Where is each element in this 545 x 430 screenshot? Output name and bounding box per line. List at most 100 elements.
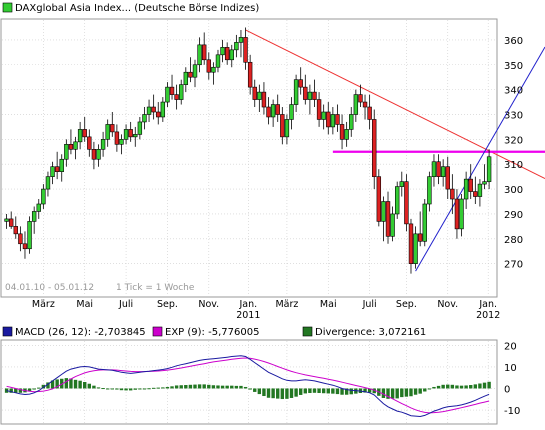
macd-line [6,355,490,418]
divergence-bar [151,387,156,389]
divergence-bar [257,388,262,395]
candle-body [482,181,487,185]
divergence-bar [331,388,335,394]
price-x-tick-label: März [32,299,55,310]
price-x-tick-label: Juli [118,299,133,310]
divergence-bar [280,388,285,400]
divergence-bar [96,387,101,389]
legend-swatch [2,2,13,13]
divergence-bar [73,379,78,389]
exp-value: -5,776005 [208,327,259,338]
candle-body [96,148,101,160]
divergence-bar [276,388,280,399]
divergence-bar [138,388,142,390]
candle-body [399,181,404,187]
macd-lines [6,355,490,418]
price-x-tick-label: Sep. [396,299,417,310]
divergence-bar [372,388,376,394]
divergence-bar [266,388,271,398]
divergence-bar [294,388,298,397]
candle-body [165,86,170,103]
candle-body [8,218,14,227]
divergence-bar [119,388,124,391]
divergence-bar [188,384,193,389]
candle-body [50,166,55,177]
candle-body [339,124,345,140]
divergence-bar [174,385,179,389]
macd-value: -2,703845 [94,327,145,338]
candle-body [36,203,41,212]
macd-y-axis: -10 0 10 20 [504,341,520,417]
divergence-bar [363,388,367,393]
candle-body [349,114,354,130]
divergence-bar [482,382,487,389]
candle-body [243,37,248,63]
divergence-bar [184,385,188,389]
divergence-bar [427,388,432,390]
divergence-bar [459,385,464,389]
divergence-bar [317,388,321,394]
divergence-bar [469,385,473,389]
candle-body [13,226,18,235]
divergence-bar [156,387,160,389]
divergence-bar [289,388,294,398]
candle-body [54,166,60,172]
candle-body [422,203,427,242]
divergence-bar [197,384,202,389]
candle-body [18,233,23,245]
divergence-bar [179,385,183,389]
candle-body [298,79,303,88]
divergence-bar [78,380,82,389]
divergence-bar [101,388,105,390]
candle-body [385,201,391,237]
price-x-tick-year: 2012 [476,310,500,321]
macd-y-tick-label: 10 [504,363,517,374]
price-trendlines [245,29,545,272]
candle-body [413,233,418,264]
divergence-bar [32,388,36,390]
candle-body [376,176,382,222]
candle-body [27,221,32,250]
candle-body [105,124,110,140]
candle-body [197,44,202,66]
divergence-bar [165,386,170,389]
price-x-tick-label: März [275,299,298,310]
candle-body [367,106,372,120]
candle-body [179,84,184,100]
divergence-bar [312,388,317,393]
candle-body [381,201,386,222]
divergence-bar [128,388,133,391]
divergence-bar [50,380,55,389]
price-y-tick-label: 340 [504,86,523,97]
divergence-bar [400,388,404,398]
divergence-swatch [302,326,313,337]
divergence-bar [285,388,289,399]
candle-body [362,101,368,108]
divergence-bar [170,386,174,389]
divergence-bar [298,388,303,395]
candle-body [91,148,97,160]
candle-body [477,183,483,197]
candle-body [100,139,106,150]
divergence-bar [395,388,399,399]
candle-body [77,129,83,143]
candle-body [192,64,198,78]
divergence-bar [441,384,445,389]
price-x-tick-year: 2011 [236,310,260,321]
price-candles [4,27,492,274]
divergence-bar [349,388,353,395]
divergence-bar [413,388,418,395]
candle-body [463,178,469,200]
divergence-bar [124,388,128,391]
macd-y-tick-label: 20 [504,341,517,352]
price-y-tick-label: 330 [504,110,523,121]
divergence-bar [216,385,220,389]
divergence-bar [230,385,234,389]
candle-body [220,47,225,56]
divergence-bar [243,386,248,389]
candle-body [151,106,156,113]
candle-body [133,134,138,138]
divergence-bar [335,388,340,395]
price-y-tick-label: 280 [504,235,523,246]
